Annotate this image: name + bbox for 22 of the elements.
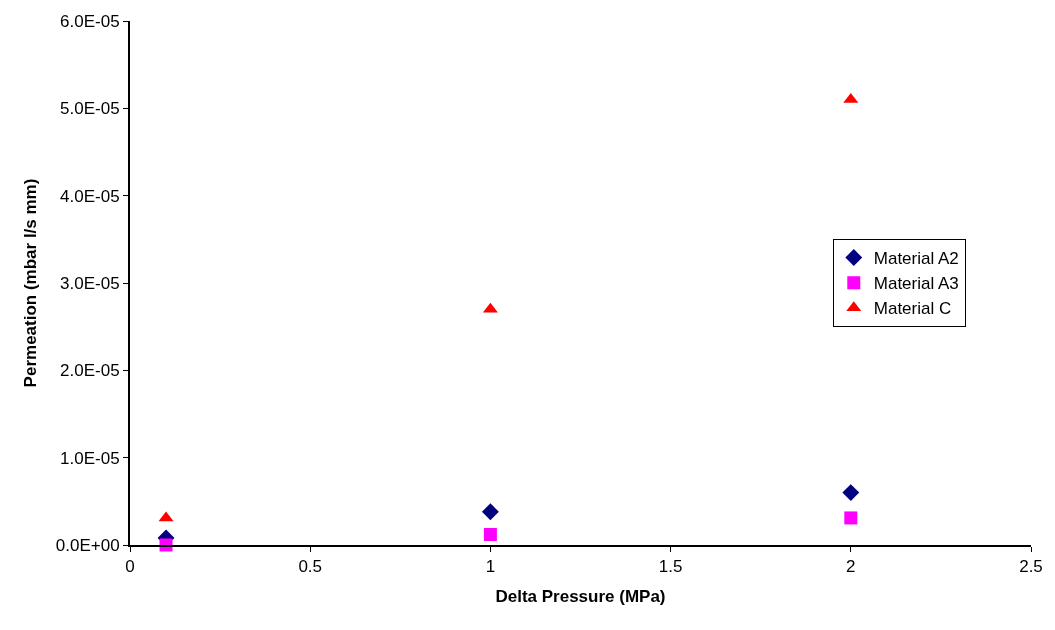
legend-label: Material A3: [873, 274, 959, 294]
y-tick-label: 1.0E-05: [60, 448, 120, 468]
x-tick-label: 1: [485, 557, 496, 577]
x-axis-title: Delta Pressure (MPa): [495, 587, 666, 607]
y-axis-title: Permeation (mbar l/s mm): [20, 178, 40, 388]
x-tick-label: 0.5: [298, 557, 323, 577]
point: [844, 511, 858, 525]
x-tick-label: 2: [846, 557, 856, 577]
y-tick-label: 0.0E+00: [55, 535, 120, 555]
x-tick-label: 1.5: [658, 557, 683, 577]
point: [842, 484, 860, 502]
y-tick-label: 3.0E-05: [60, 273, 120, 293]
legend-label: Material A2: [873, 249, 959, 269]
legend-label: Material C: [873, 299, 952, 319]
x-tick-label: 0: [125, 557, 135, 577]
y-tick-label: 6.0E-05: [60, 11, 120, 31]
point: [481, 503, 499, 521]
y-tick-label: 2.0E-05: [60, 361, 120, 381]
x-tick-label: 2.5: [1019, 557, 1043, 577]
y-tick-label: 5.0E-05: [60, 99, 120, 119]
y-tick-label: 4.0E-05: [60, 186, 120, 206]
point: [483, 528, 497, 542]
